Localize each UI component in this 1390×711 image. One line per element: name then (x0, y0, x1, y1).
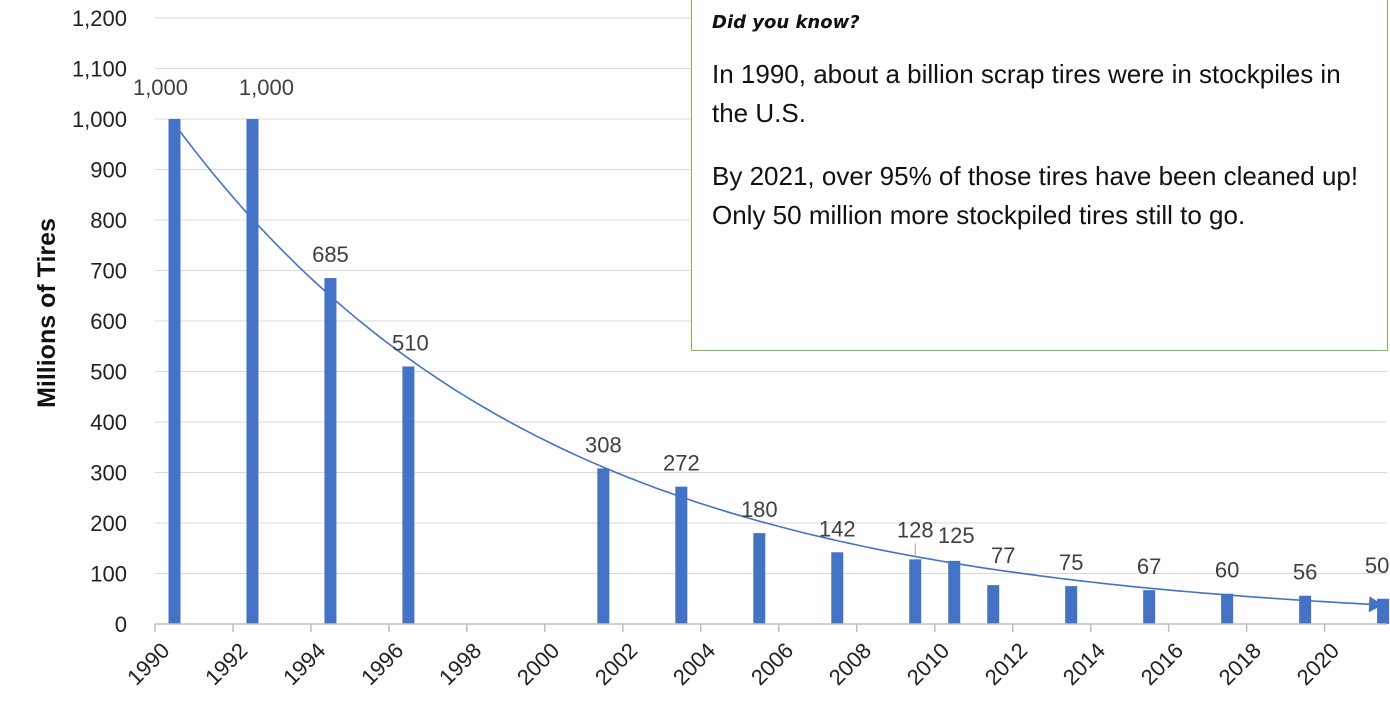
x-tick-label: 2014 (1058, 638, 1110, 690)
data-label: 180 (741, 497, 778, 522)
bar (987, 585, 1000, 624)
x-axis (154, 623, 1387, 632)
trendline-path (173, 123, 1384, 606)
data-label: 75 (1059, 550, 1083, 575)
did-you-know-callout: Did you know? In 1990, about a billion s… (691, 0, 1388, 351)
bar (831, 552, 844, 624)
y-axis-title: Millions of Tires (33, 218, 61, 408)
y-tick-label: 1,100 (72, 57, 127, 82)
bar (1065, 586, 1078, 624)
data-label: 685 (312, 242, 349, 267)
data-label: 128 (897, 517, 934, 542)
bar (246, 119, 259, 624)
bar (1299, 595, 1312, 624)
data-label: 1,000 (239, 75, 294, 100)
y-tick-label: 200 (90, 511, 127, 536)
bar (753, 533, 766, 624)
data-label: 56 (1293, 560, 1317, 585)
data-labels: 1,000 1,000 685 510 308 272 180 142 128 125 77 75 67… (133, 75, 1389, 585)
bar (324, 278, 337, 624)
x-tick-label: 1998 (434, 638, 486, 690)
y-axis-tick-labels: 0 100 200 300 400 500 600 700 800 900 1,000 1,100 1,… (72, 6, 127, 637)
x-tick-label: 2016 (1136, 638, 1188, 690)
y-tick-label: 900 (90, 158, 127, 183)
data-label: 510 (392, 330, 429, 355)
y-tick-label: 100 (90, 562, 127, 587)
y-tick-label: 500 (90, 360, 127, 385)
data-label: 60 (1215, 558, 1239, 583)
bar (1143, 590, 1156, 624)
y-tick-label: 700 (90, 259, 127, 284)
bar (402, 366, 415, 624)
data-label: 50 (1365, 553, 1389, 578)
y-tick-label: 300 (90, 461, 127, 486)
bar (675, 486, 688, 624)
callout-paragraph-1: In 1990, about a billion scrap tires wer… (712, 59, 1341, 128)
data-label: 308 (585, 432, 622, 457)
bars (168, 119, 1390, 624)
data-label: 67 (1137, 554, 1161, 579)
x-tick-label: 2010 (902, 638, 954, 690)
trendline-arrowhead (1368, 596, 1384, 613)
bar (168, 119, 181, 624)
callout-title: Did you know? (712, 12, 860, 33)
data-label: 272 (663, 451, 700, 476)
x-tick-label: 1996 (356, 638, 408, 690)
data-label: 77 (991, 543, 1015, 568)
y-tick-label: 1,000 (72, 107, 127, 132)
data-label: 125 (938, 523, 975, 548)
x-tick-label: 2018 (1214, 638, 1266, 690)
x-tick-label: 2002 (590, 638, 642, 690)
y-tick-label: 400 (90, 410, 127, 435)
data-label: 142 (819, 516, 856, 541)
bar (1221, 593, 1234, 624)
x-tick-label: 1994 (278, 638, 330, 690)
data-label: 1,000 (133, 75, 188, 100)
x-tick-label: 2012 (980, 638, 1032, 690)
x-axis-tick-labels: 1990 1992 1994 1996 1998 2000 2002 2004 2006 2008… (122, 638, 1344, 690)
y-tick-label: 1,200 (72, 6, 127, 31)
trendline (173, 123, 1384, 613)
callout-paragraph-2: By 2021, over 95% of those tires have be… (712, 161, 1359, 230)
x-tick-label: 1990 (122, 638, 174, 690)
x-tick-label: 2008 (824, 638, 876, 690)
x-tick-label: 2004 (668, 638, 720, 690)
y-tick-label: 800 (90, 208, 127, 233)
bar (597, 468, 610, 624)
y-tick-label: 600 (90, 309, 127, 334)
x-tick-label: 2000 (512, 638, 564, 690)
x-tick-label: 2006 (746, 638, 798, 690)
bar (909, 559, 922, 624)
y-tick-label: 0 (115, 612, 127, 637)
bar (948, 560, 961, 624)
x-tick-label: 2020 (1292, 638, 1344, 690)
x-tick-label: 1992 (200, 638, 252, 690)
